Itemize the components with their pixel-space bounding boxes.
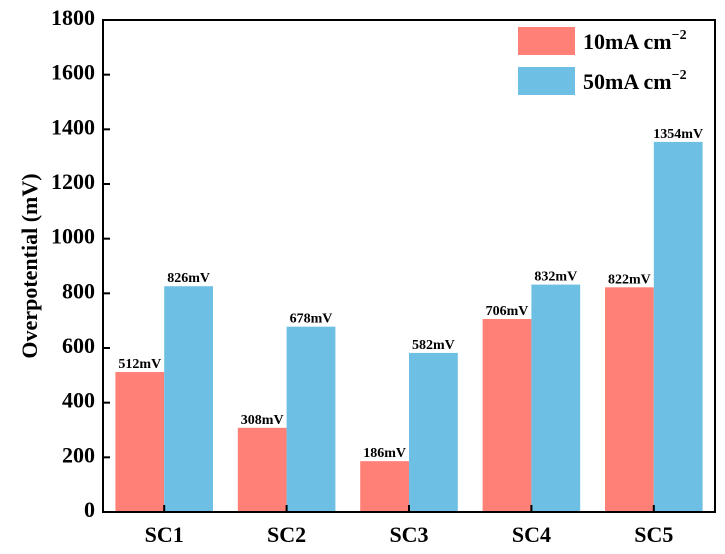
bar-sc1-series-1: [115, 372, 165, 512]
y-tick-label-600: 600: [62, 333, 95, 358]
y-tick-label-1400: 1400: [51, 114, 95, 139]
axes-layer: SC1 SC2 SC3 SC4 SC5 0 200 400 600 800 1000 1200 1400…: [51, 5, 716, 547]
y-tick-label-800: 800: [62, 278, 95, 303]
data-label-sc5-series-1: 822mV: [608, 272, 651, 287]
data-label-sc2-series-1: 308mV: [241, 413, 284, 428]
plot-frame: [102, 19, 716, 513]
data-label-sc5-series-2: 1354mV: [653, 127, 703, 142]
y-axis-title: Overpotential (mV): [17, 173, 42, 358]
y-tick-label-400: 400: [62, 388, 95, 413]
y-tick-label-200: 200: [62, 442, 95, 467]
data-label-sc1-series-2: 826mV: [167, 271, 210, 286]
legend-label-series-1: 10mA cm−2: [583, 28, 687, 54]
bar-sc1-series-2: [164, 286, 213, 512]
data-label-sc3-series-2: 582mV: [412, 338, 455, 353]
y-tick-label-1800: 1800: [51, 5, 95, 30]
data-label-sc2-series-2: 678mV: [290, 312, 333, 327]
x-tick-label-sc3: SC3: [389, 522, 428, 547]
data-label-sc4-series-2: 832mV: [534, 270, 577, 285]
y-tick-label-1600: 1600: [51, 60, 95, 85]
legend-label-text: 50mA cm: [583, 69, 672, 94]
bar-sc2-series-1: [237, 427, 287, 512]
x-tick-label-sc1: SC1: [145, 522, 184, 547]
legend-label-text: 10mA cm: [583, 29, 672, 54]
legend-label-exponent: −2: [672, 68, 687, 83]
bar-sc4-series-1: [482, 319, 532, 512]
data-labels-layer: 512mV 826mV 308mV 678mV 186mV 582mV 706mV 832mV…: [118, 127, 703, 461]
legend-label-series-2: 50mA cm−2: [583, 68, 687, 94]
bar-sc5-series-1: [605, 287, 654, 512]
y-tick-label-1200: 1200: [51, 169, 95, 194]
x-tick-label-sc5: SC5: [634, 522, 673, 547]
data-label-sc1-series-1: 512mV: [118, 357, 161, 372]
x-tick-label-sc4: SC4: [512, 522, 551, 547]
x-tick-label-sc2: SC2: [267, 522, 306, 547]
data-label-sc4-series-1: 706mV: [486, 304, 529, 319]
bar-sc4-series-2: [531, 284, 581, 512]
bar-sc3-series-1: [360, 461, 409, 512]
bar-sc2-series-2: [286, 326, 336, 512]
bar-sc3-series-2: [409, 352, 458, 512]
y-tick-label-1000: 1000: [51, 224, 95, 249]
legend-swatch-series-2: [518, 67, 575, 95]
y-tick-label-0: 0: [84, 497, 95, 522]
bars-layer: [115, 141, 703, 512]
data-label-sc3-series-1: 186mV: [363, 446, 406, 461]
legend-swatch-series-1: [518, 27, 575, 55]
legend-label-exponent: −2: [672, 28, 687, 43]
bar-sc5-series-2: [653, 141, 703, 512]
